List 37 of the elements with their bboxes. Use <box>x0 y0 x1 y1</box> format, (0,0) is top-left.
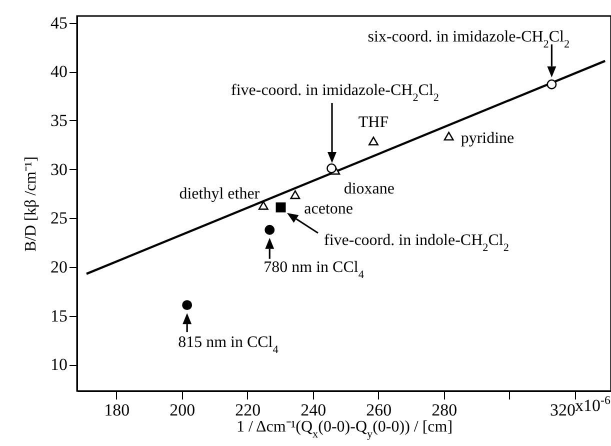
point <box>326 163 337 174</box>
x-tick-label: 180 <box>104 400 130 420</box>
y-tick-label: 45 <box>50 13 68 32</box>
x-tick-label: 320 <box>550 400 576 420</box>
point <box>258 201 268 210</box>
annotation: five-coord. in imidazole-CH$_{2}$Cl$_{2}$ <box>230 82 440 104</box>
annotation: five-coord. in indole-CH$_{2}$Cl$_{2}$ <box>324 232 509 254</box>
y-tick-label: 20 <box>50 257 68 276</box>
x-axis-title: 1 / Δcm⁻¹(Q$_{x}$(0-0)-Q$_{y}$(0-0)) / [cm] <box>236 418 453 440</box>
annotation: six-coord. in imidazole-CH$_{2}$Cl$_{2}$ <box>368 28 570 50</box>
annotation: THF <box>358 114 389 131</box>
point <box>546 79 557 90</box>
point <box>368 136 378 146</box>
annotation: 815 nm in CCl$_{4}$ <box>178 334 279 356</box>
point <box>182 300 192 310</box>
x-tick-label: 240 <box>300 400 326 420</box>
point <box>264 224 275 235</box>
y-tick-label: 30 <box>50 160 68 179</box>
annotation: pyridine <box>460 130 514 148</box>
x-tick-label: 200 <box>170 400 196 420</box>
annotation: diethyl ether <box>179 185 260 202</box>
y-tick-label: 10 <box>50 355 68 374</box>
x-tick-label: 260 <box>366 400 392 420</box>
y-tick-label: 25 <box>50 208 68 228</box>
point <box>290 190 300 200</box>
text: x10$^{-6}$ <box>575 393 610 415</box>
x-tick-label: 280 <box>432 400 458 420</box>
y-tick-label: 40 <box>50 62 68 82</box>
y-axis-title: B/D [kβ /cm⁻¹] <box>22 156 40 252</box>
annotation: dioxane <box>344 180 394 198</box>
y-tick-label: 15 <box>50 306 68 326</box>
annotation: acetone <box>304 200 354 218</box>
x-tick-label: 220 <box>235 400 261 420</box>
point <box>444 132 454 141</box>
y-tick-label: 35 <box>50 110 68 130</box>
annotation: 780 nm in CCl$_{4}$ <box>264 258 364 281</box>
point <box>276 202 286 212</box>
